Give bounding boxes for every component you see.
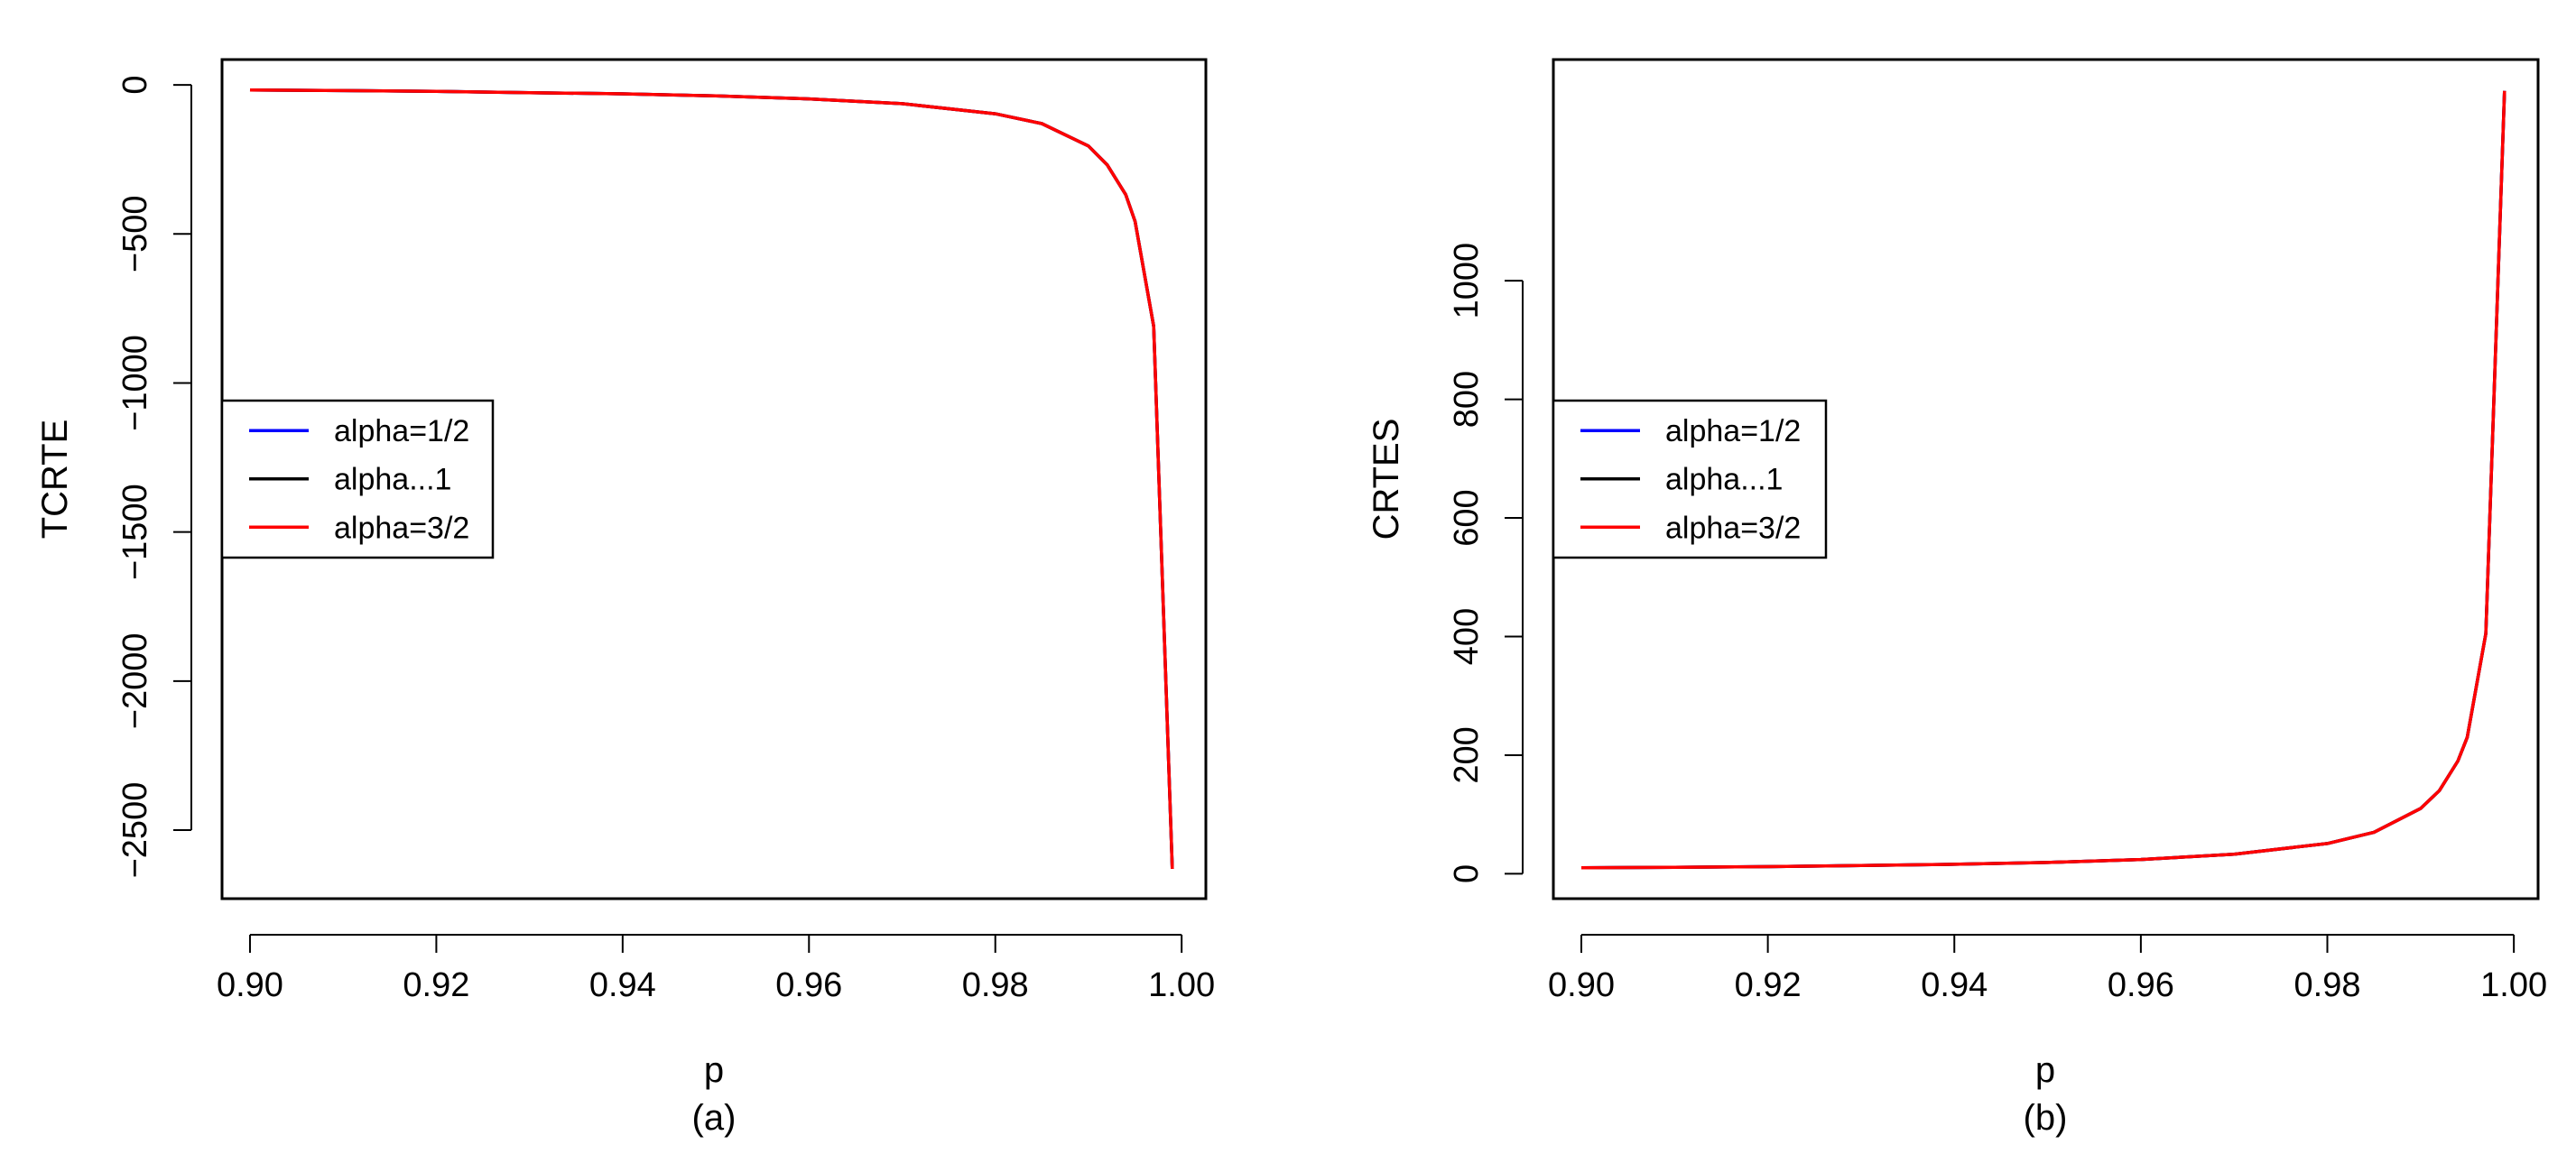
panel-caption: (b) (2024, 1098, 2068, 1138)
y-tick-label: 0 (116, 76, 154, 95)
legend-label: alpha=3/2 (334, 511, 469, 545)
y-tick-label: 200 (1448, 726, 1486, 783)
series-line-2 (1580, 90, 2507, 870)
series-lines (249, 88, 1174, 870)
x-axis-label: p (704, 1050, 724, 1090)
x-tick-label: 0.92 (1735, 966, 1802, 1004)
legend: alpha=1/2 alpha...1 alpha=3/2 (220, 399, 495, 559)
x-tick-label: 1.00 (1148, 966, 1215, 1004)
panel-a: 0.90 0.92 0.94 0.96 0.98 1.00 0 −500 −1000 −1500 −… (35, 58, 1215, 1138)
y-tick-label: 0 (1448, 864, 1486, 883)
legend-label: alpha=1/2 (1665, 414, 1801, 448)
x-tick-label: 1.00 (2480, 966, 2547, 1004)
axis-ticks: 0.90 0.92 0.94 0.96 0.98 1.00 0 200 400 600 800 100… (1448, 243, 2547, 1004)
y-tick-label: 400 (1448, 608, 1486, 665)
x-tick-label: 0.90 (217, 966, 283, 1004)
legend-label: alpha...1 (334, 463, 451, 497)
y-axis-label: TCRTE (35, 420, 75, 540)
x-tick-label: 0.96 (775, 966, 842, 1004)
series-line-2 (249, 88, 1174, 870)
y-axis-label: CRTES (1367, 419, 1406, 540)
x-axis-label: p (2035, 1050, 2055, 1090)
panel-b: 0.90 0.92 0.94 0.96 0.98 1.00 0 200 400 600 800 100… (1367, 58, 2547, 1138)
panel-caption: (a) (692, 1098, 737, 1138)
series-lines (1580, 90, 2507, 870)
legend-label: alpha...1 (1665, 463, 1783, 497)
legend-label: alpha=1/2 (334, 414, 469, 448)
y-tick-label: −2000 (116, 632, 154, 729)
y-tick-label: −2500 (116, 782, 154, 879)
x-tick-label: 0.98 (2294, 966, 2361, 1004)
y-tick-label: −1500 (116, 484, 154, 580)
legend-label: alpha=3/2 (1665, 511, 1801, 545)
y-tick-label: 600 (1448, 489, 1486, 546)
axis-ticks: 0.90 0.92 0.94 0.96 0.98 1.00 0 −500 −1000 −1500 −… (116, 76, 1215, 1004)
x-tick-label: 0.98 (962, 966, 1029, 1004)
x-tick-label: 0.94 (1921, 966, 1988, 1004)
y-tick-label: 1000 (1448, 243, 1486, 319)
x-tick-label: 0.96 (2108, 966, 2174, 1004)
y-tick-label: −1000 (116, 335, 154, 431)
y-tick-label: −500 (116, 195, 154, 272)
legend: alpha=1/2 alpha...1 alpha=3/2 (1552, 399, 1828, 559)
x-tick-label: 0.94 (589, 966, 656, 1004)
y-tick-label: 800 (1448, 371, 1486, 428)
x-tick-label: 0.92 (403, 966, 469, 1004)
x-tick-label: 0.90 (1548, 966, 1615, 1004)
